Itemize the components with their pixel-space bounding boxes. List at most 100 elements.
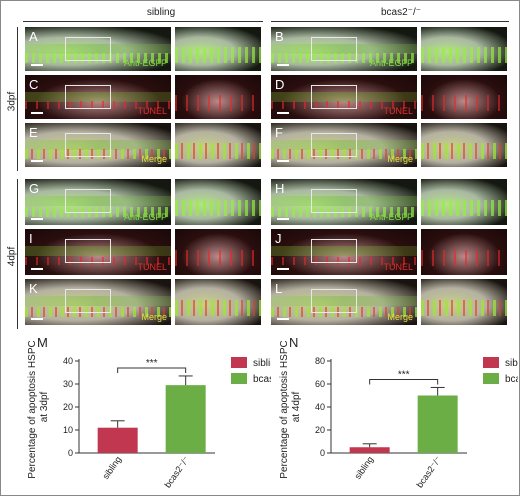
y-tick-label: 80 — [315, 356, 325, 366]
zoom-region-box — [65, 289, 111, 313]
panel-letter: D — [275, 77, 285, 92]
header-sibling: sibling — [146, 7, 176, 18]
zoom-region-box — [65, 133, 111, 157]
panel-d: D TUNEL — [271, 75, 417, 119]
panel-h: H Anti-EGFP — [271, 179, 417, 225]
chart-letter-m: M — [37, 335, 48, 350]
row-label-3dpf: 3dpf — [6, 91, 18, 112]
scale-bar — [277, 268, 289, 270]
chart-m: Percentage of apoptosis HSPCsat 3dpf 0 10 2… — [27, 341, 271, 490]
y-tick-label: 0 — [320, 448, 325, 458]
legend-label: sibling — [505, 358, 518, 369]
panel-e: E Merge — [25, 123, 171, 167]
y-tick-label: 20 — [315, 425, 325, 435]
panel-letter: C — [29, 77, 39, 92]
zoom-region-box — [311, 289, 357, 313]
panel-letter: H — [275, 181, 285, 196]
header-bcas2: bcas2⁻/⁻ — [380, 7, 422, 18]
significance-label: *** — [398, 369, 410, 380]
panel-stain-label: Anti-EGFP — [123, 212, 167, 222]
x-tick-label: sibling — [100, 454, 123, 481]
scale-bar — [31, 218, 43, 220]
panel-stain-label: Anti-EGFP — [369, 212, 413, 222]
scale-bar — [277, 160, 289, 162]
panel-stain-label: TUNEL — [383, 106, 413, 116]
chart-letter-n: N — [289, 335, 299, 350]
scale-bar — [31, 268, 43, 270]
bar-bcas2 — [165, 385, 206, 453]
legend-label: bcas2⁻/⁻ — [253, 374, 271, 385]
y-tick-label: 30 — [63, 379, 73, 389]
panel-i-zoom — [175, 229, 261, 275]
panel-stain-label: TUNEL — [383, 262, 413, 272]
y-tick-label: 0 — [68, 448, 73, 458]
scale-bar — [277, 64, 289, 66]
bar-bcas2 — [417, 395, 458, 453]
panel-e-zoom — [175, 123, 261, 167]
scale-bar — [31, 112, 43, 114]
panel-stain-label: Merge — [387, 154, 413, 164]
panel-letter: G — [29, 181, 40, 196]
panel-b-zoom — [421, 27, 507, 71]
x-tick-label: bcas2⁻/⁻ — [414, 454, 443, 489]
panel-a: A Anti-EGFP — [25, 27, 171, 71]
panel-b: B Anti-EGFP — [271, 27, 417, 71]
bar-sibling — [349, 447, 390, 453]
panel-letter: F — [275, 125, 283, 140]
chart-n: Percentage of apoptosis HSPCsat 4dpf 0 20 4… — [279, 341, 518, 490]
zoom-region-box — [65, 85, 111, 109]
panel-l-zoom — [421, 279, 507, 325]
scale-bar — [277, 112, 289, 114]
row-line-3dpf — [17, 27, 18, 171]
panel-f-zoom — [421, 123, 507, 167]
zoom-region-box — [65, 37, 111, 61]
panel-letter: A — [29, 29, 38, 44]
zoom-region-box — [65, 189, 111, 213]
legend-label: sibling — [253, 358, 271, 369]
panel-f: F Merge — [271, 123, 417, 167]
panel-j-zoom — [421, 229, 507, 275]
y-axis-label: Percentage of apoptosis HSPCsat 3dpf — [27, 341, 50, 479]
y-tick-label: 40 — [315, 402, 325, 412]
legend-swatch — [483, 373, 499, 384]
panel-stain-label: Anti-EGFP — [123, 58, 167, 68]
legend-swatch — [483, 357, 499, 368]
panel-c-zoom — [175, 75, 261, 119]
panel-a-zoom — [175, 27, 261, 71]
panel-l: L Merge — [271, 279, 417, 325]
significance-bracket — [117, 367, 187, 373]
panel-stain-label: TUNEL — [137, 106, 167, 116]
significance-bracket — [369, 378, 439, 385]
x-tick-label: bcas2⁻/⁻ — [162, 454, 191, 489]
panel-i: I TUNEL — [25, 229, 171, 275]
row-label-4dpf: 4dpf — [6, 246, 18, 267]
panel-letter: L — [275, 281, 283, 296]
zoom-region-box — [65, 239, 111, 263]
scale-bar — [31, 64, 43, 66]
y-tick-label: 40 — [63, 356, 73, 366]
legend-swatch — [231, 357, 247, 368]
scale-bar — [277, 218, 289, 220]
row-line-4dpf — [17, 179, 18, 329]
panel-stain-label: Merge — [141, 154, 167, 164]
significance-label: *** — [146, 358, 158, 369]
panel-h-zoom — [421, 179, 507, 225]
panel-letter: E — [29, 125, 38, 140]
panel-letter: I — [29, 231, 33, 246]
zoom-region-box — [311, 133, 357, 157]
zoom-region-box — [311, 239, 357, 263]
scale-bar — [31, 318, 43, 320]
panel-letter: K — [29, 281, 38, 296]
zoom-region-box — [311, 37, 357, 61]
zoom-region-box — [311, 189, 357, 213]
y-tick-label: 10 — [63, 425, 73, 435]
panel-g-zoom — [175, 179, 261, 225]
y-tick-label: 20 — [63, 402, 73, 412]
header-line-sibling — [23, 21, 263, 22]
x-tick-label: sibling — [352, 454, 375, 481]
zoom-region-box — [311, 85, 357, 109]
panel-k-zoom — [175, 279, 261, 325]
panel-c: C TUNEL — [25, 75, 171, 119]
panel-j: J TUNEL — [271, 229, 417, 275]
